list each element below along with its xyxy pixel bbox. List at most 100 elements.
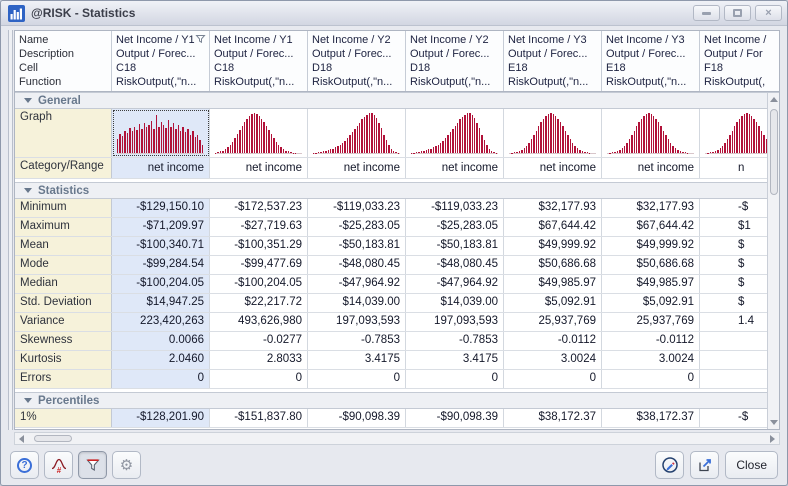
filter-button[interactable] [78,451,107,479]
close-window-button[interactable]: × [755,5,782,21]
graph-cell[interactable] [112,109,210,157]
column-header[interactable]: Net Income / Y3 Output / Forec... E18 RiskO… [504,31,602,91]
stat-cell[interactable]: $50,686.68 [504,256,602,274]
stat-cell[interactable]: 25,937,769 [602,313,700,331]
vertical-scroll-thumb[interactable] [769,109,778,195]
stat-cell[interactable]: 0 [602,370,700,388]
category-cell[interactable]: net income [504,158,602,178]
stat-cell[interactable]: -$129,150.10 [112,199,210,217]
stat-cell[interactable]: $49,985.97 [602,275,700,293]
section-header-general[interactable]: General [15,92,779,109]
stat-cell[interactable]: -$119,033.23 [406,199,504,217]
stat-cell[interactable]: -$172,537.23 [210,199,308,217]
stat-cell[interactable]: -0.0112 [504,332,602,350]
stat-cell[interactable]: 3.4175 [406,351,504,369]
stat-cell[interactable]: $49,985.97 [504,275,602,293]
stat-cell[interactable]: 2.8033 [210,351,308,369]
stat-cell[interactable]: -$100,340.71 [112,237,210,255]
stat-cell[interactable]: 0 [504,370,602,388]
stat-cell[interactable]: $22,217.72 [210,294,308,312]
stat-cell[interactable]: -$48,080.45 [406,256,504,274]
graph-cell[interactable] [210,109,308,157]
stat-cell[interactable]: $ [700,256,779,274]
scroll-right-icon[interactable] [770,434,775,443]
stat-cell[interactable]: -0.7853 [308,332,406,350]
stat-cell[interactable]: -$27,719.63 [210,218,308,236]
stat-cell[interactable]: 25,937,769 [504,313,602,331]
stat-cell[interactable]: -0.7853 [406,332,504,350]
edit-graph-button[interactable] [655,451,685,479]
stat-cell[interactable]: $14,039.00 [406,294,504,312]
stat-cell[interactable]: $38,172.37 [504,409,602,427]
stat-cell[interactable]: -$ [700,409,779,427]
stat-cell[interactable]: $14,947.25 [112,294,210,312]
scroll-down-icon[interactable] [769,420,778,425]
stat-cell[interactable]: -$47,964.92 [308,275,406,293]
stat-cell[interactable]: -$100,351.29 [210,237,308,255]
category-cell[interactable]: n [700,158,779,178]
stat-cell[interactable]: -$47,964.92 [406,275,504,293]
category-cell[interactable]: net income [406,158,504,178]
stat-cell[interactable]: 0 [112,370,210,388]
stat-cell[interactable]: -$151,837.80 [210,409,308,427]
stat-cell[interactable]: 2.0460 [112,351,210,369]
stat-cell[interactable]: -$100,204.05 [210,275,308,293]
stat-cell[interactable]: $ [700,275,779,293]
stat-cell[interactable]: -$99,284.54 [112,256,210,274]
export-button[interactable] [690,451,720,479]
stat-cell[interactable]: $32,177.93 [504,199,602,217]
stat-cell[interactable]: -$71,209.97 [112,218,210,236]
stat-cell[interactable]: 223,420,263 [112,313,210,331]
category-cell[interactable]: net income [308,158,406,178]
vertical-scrollbar[interactable] [767,93,779,429]
category-cell[interactable]: net income [602,158,700,178]
stat-cell[interactable]: $67,644.42 [602,218,700,236]
stat-cell[interactable]: -$25,283.05 [308,218,406,236]
column-header[interactable]: Net Income / Y1 Output / Forec... C18 RiskO… [112,31,210,91]
stat-cell[interactable]: 197,093,593 [406,313,504,331]
settings-button[interactable]: ⚙ [112,451,141,479]
stat-cell[interactable]: -$100,204.05 [112,275,210,293]
graph-cell[interactable] [406,109,504,157]
stat-cell[interactable]: $49,999.92 [504,237,602,255]
close-button[interactable]: Close [725,451,778,479]
stat-cell[interactable]: -0.0112 [602,332,700,350]
scroll-up-icon[interactable] [769,97,778,102]
stat-cell[interactable]: -0.0277 [210,332,308,350]
stat-cell[interactable]: $5,092.91 [504,294,602,312]
stat-cell[interactable]: $14,039.00 [308,294,406,312]
scroll-left-icon[interactable] [19,434,24,443]
stat-cell[interactable]: $38,172.37 [602,409,700,427]
stat-cell[interactable]: -$25,283.05 [406,218,504,236]
stat-cell[interactable]: -$50,183.81 [308,237,406,255]
left-grip[interactable] [8,30,13,430]
column-header[interactable]: Net Income / Output / For F18 RiskOutput(, [700,31,779,91]
stat-cell[interactable]: -$90,098.39 [308,409,406,427]
graph-cell[interactable] [602,109,700,157]
stat-cell[interactable]: -$99,477.69 [210,256,308,274]
stat-cell[interactable]: $5,092.91 [602,294,700,312]
graph-cell[interactable] [504,109,602,157]
stat-cell[interactable]: -$128,201.90 [112,409,210,427]
stat-cell[interactable]: $ [700,294,779,312]
stat-cell[interactable]: -$48,080.45 [308,256,406,274]
minimize-button[interactable] [693,5,720,21]
stat-cell[interactable]: 1.4 [700,313,779,331]
stat-cell[interactable]: 0.0066 [112,332,210,350]
stat-cell[interactable]: -$90,098.39 [406,409,504,427]
help-button[interactable]: ? [10,451,39,479]
horizontal-scrollbar[interactable] [14,432,780,445]
stat-cell[interactable]: $50,686.68 [602,256,700,274]
stat-cell[interactable]: $ [700,237,779,255]
section-header-percentiles[interactable]: Percentiles [15,392,779,409]
stat-cell[interactable]: $1 [700,218,779,236]
graph-cell[interactable] [308,109,406,157]
stat-cell[interactable]: -$119,033.23 [308,199,406,217]
stat-cell[interactable]: -$ [700,199,779,217]
stat-cell[interactable]: $32,177.93 [602,199,700,217]
stat-cell[interactable]: 3.4175 [308,351,406,369]
column-header[interactable]: Net Income / Y2 Output / Forec... D18 RiskO… [308,31,406,91]
stat-cell[interactable]: $49,999.92 [602,237,700,255]
stat-cell[interactable]: 493,626,980 [210,313,308,331]
stat-cell[interactable]: 197,093,593 [308,313,406,331]
